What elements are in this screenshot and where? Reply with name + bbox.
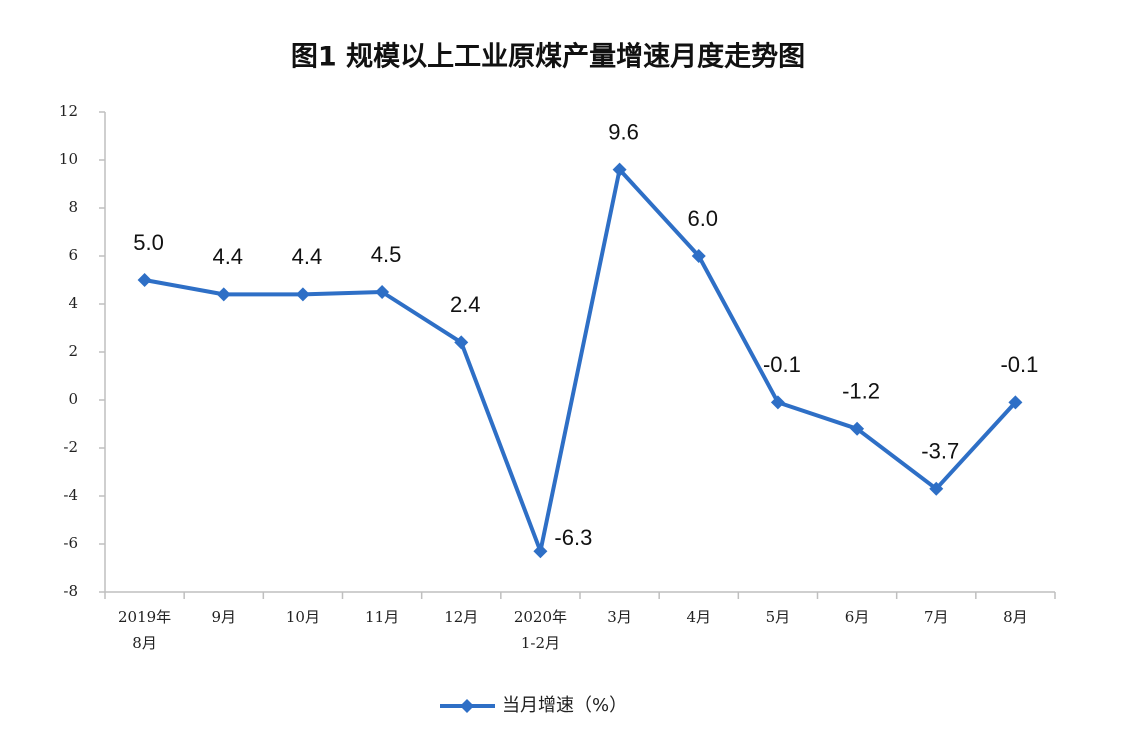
x-tick-label: 11月	[365, 608, 399, 626]
point	[770, 395, 785, 410]
y-tick-label: 6	[68, 246, 78, 264]
y-tick-label: 12	[59, 102, 78, 120]
data-label: -3.7	[921, 439, 959, 464]
y-tick-label: 2	[68, 342, 78, 360]
point	[850, 421, 865, 436]
data-label: 9.6	[608, 119, 639, 144]
data-label: 5.0	[133, 230, 164, 255]
data-label: -6.3	[554, 525, 592, 550]
y-tick-label: -4	[63, 486, 78, 504]
x-tick-label: 9月	[211, 608, 236, 626]
point	[295, 287, 310, 302]
y-tick-label: 8	[68, 198, 78, 216]
y-tick-label: -6	[63, 534, 78, 552]
x-tick-label: 2020年	[514, 608, 567, 626]
legend-label: 当月增速（%）	[502, 695, 627, 716]
x-tick-label: 4月	[686, 608, 711, 626]
data-label: 4.5	[371, 242, 402, 267]
point	[612, 162, 627, 177]
y-tick-label: 4	[68, 294, 78, 312]
x-tick-label: 7月	[924, 608, 949, 626]
data-label: 4.4	[292, 244, 323, 269]
point	[454, 335, 469, 350]
x-tick-label: 1-2月	[521, 634, 560, 652]
data-label: 2.4	[450, 292, 481, 317]
point	[691, 249, 706, 263]
point	[533, 544, 548, 559]
x-tick-label: 6月	[845, 608, 870, 626]
y-tick-label: -2	[63, 438, 78, 456]
data-label: 4.4	[212, 244, 243, 269]
x-tick-label: 10月	[286, 608, 320, 626]
legend-marker	[460, 699, 474, 713]
point	[1008, 395, 1023, 410]
point	[216, 287, 231, 302]
x-tick-label: 8月	[132, 634, 157, 652]
y-tick-label: 0	[68, 390, 78, 408]
y-tick-label: 10	[59, 150, 78, 168]
point	[929, 481, 944, 496]
series-line	[144, 167, 1017, 554]
x-tick-label: 2019年	[118, 608, 171, 626]
point	[137, 273, 152, 287]
data-label: 6.0	[687, 206, 718, 231]
x-tick-label: 3月	[607, 608, 632, 626]
data-label: -1.2	[842, 379, 880, 404]
x-tick-label: 8月	[1003, 608, 1028, 626]
chart-title: 图1 规模以上工业原煤产量增速月度走势图	[291, 41, 805, 73]
x-tick-label: 5月	[766, 608, 791, 626]
y-tick-label: -8	[63, 582, 78, 600]
point	[375, 285, 390, 299]
data-label: -0.1	[763, 352, 801, 377]
data-label: -0.1	[1000, 352, 1038, 377]
x-tick-label: 12月	[444, 608, 478, 626]
